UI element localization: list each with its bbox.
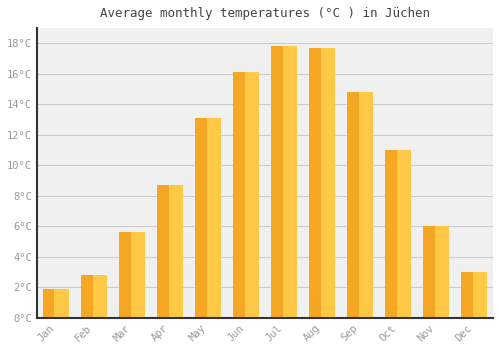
- FancyBboxPatch shape: [118, 232, 130, 318]
- FancyBboxPatch shape: [434, 226, 450, 318]
- FancyBboxPatch shape: [308, 48, 320, 318]
- FancyBboxPatch shape: [92, 275, 107, 318]
- FancyBboxPatch shape: [346, 92, 358, 318]
- FancyBboxPatch shape: [42, 289, 54, 318]
- FancyBboxPatch shape: [194, 118, 206, 318]
- FancyBboxPatch shape: [472, 272, 488, 318]
- FancyBboxPatch shape: [156, 185, 168, 318]
- Title: Average monthly temperatures (°C ) in Jüchen: Average monthly temperatures (°C ) in Jü…: [100, 7, 430, 20]
- FancyBboxPatch shape: [396, 150, 411, 318]
- FancyBboxPatch shape: [130, 232, 145, 318]
- FancyBboxPatch shape: [168, 185, 183, 318]
- FancyBboxPatch shape: [282, 46, 297, 318]
- FancyBboxPatch shape: [270, 46, 282, 318]
- FancyBboxPatch shape: [320, 48, 336, 318]
- FancyBboxPatch shape: [422, 226, 434, 318]
- FancyBboxPatch shape: [460, 272, 472, 318]
- FancyBboxPatch shape: [54, 289, 69, 318]
- FancyBboxPatch shape: [80, 275, 92, 318]
- FancyBboxPatch shape: [232, 72, 244, 318]
- FancyBboxPatch shape: [244, 72, 259, 318]
- FancyBboxPatch shape: [384, 150, 396, 318]
- FancyBboxPatch shape: [206, 118, 221, 318]
- FancyBboxPatch shape: [358, 92, 374, 318]
